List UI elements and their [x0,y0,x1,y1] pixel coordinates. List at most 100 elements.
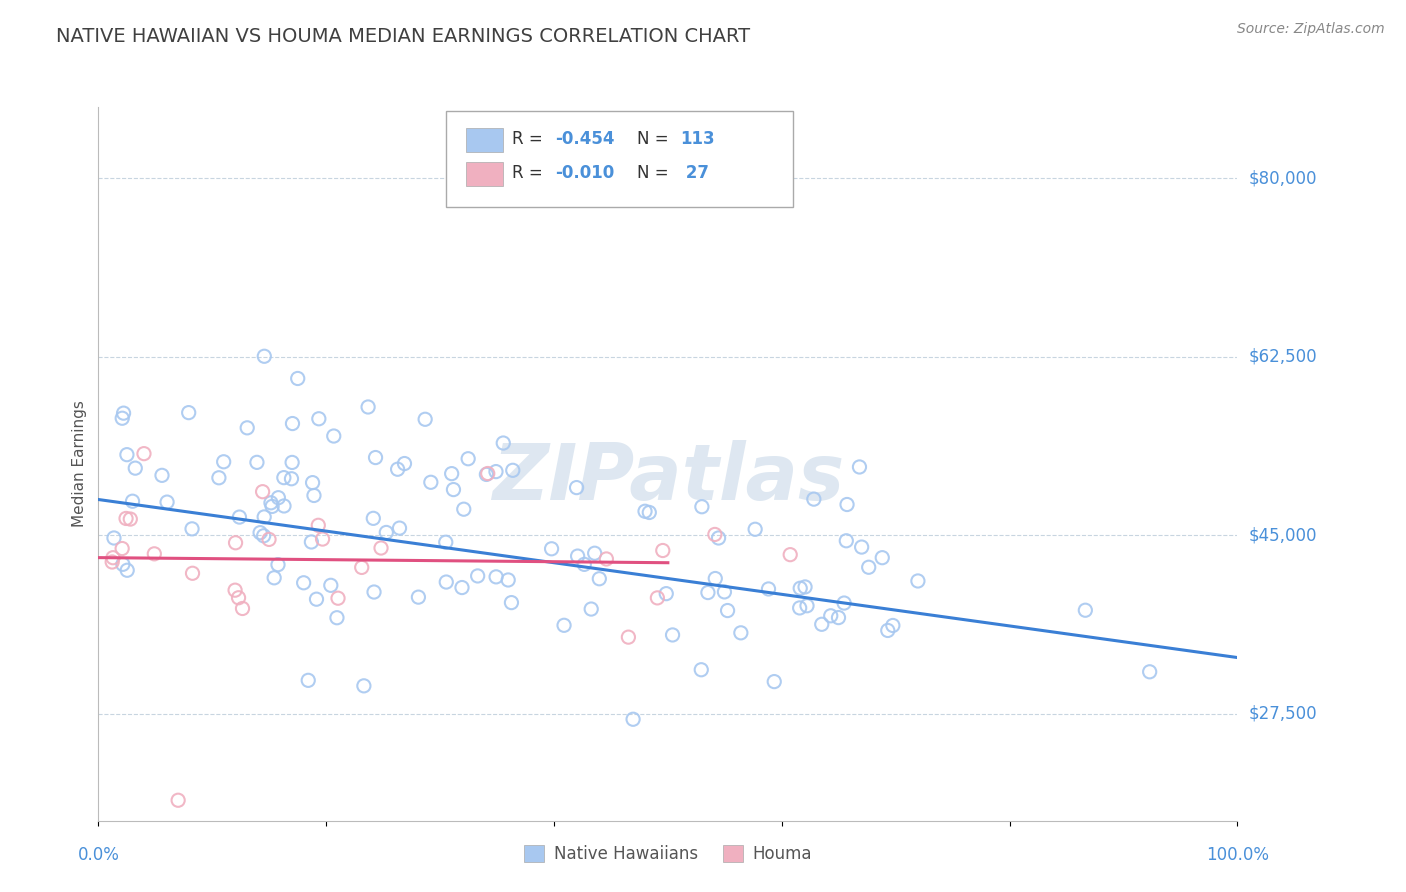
Point [120,512,142,526]
Point [156,495,179,509]
Point [408,590,430,604]
Point [112,406,135,420]
Text: $27,500: $27,500 [1249,705,1317,723]
Point [287,371,309,385]
Point [253,349,276,363]
Point [281,417,304,431]
Point [434,535,457,549]
Point [115,563,138,577]
Point [181,566,204,581]
FancyBboxPatch shape [446,111,793,207]
Point [655,587,678,601]
Point [651,543,673,558]
Point [231,601,253,615]
Point [501,596,523,610]
Point [280,472,302,486]
Text: NATIVE HAWAIIAN VS HOUMA MEDIAN EARNINGS CORRELATION CHART: NATIVE HAWAIIAN VS HOUMA MEDIAN EARNINGS… [56,27,751,45]
Point [121,494,143,508]
Point [835,533,858,548]
Point [143,547,166,561]
Point [553,618,575,632]
Point [477,467,499,481]
Point [882,618,904,632]
Point [661,628,683,642]
Point [292,575,315,590]
Point [419,475,441,490]
Point [502,463,524,477]
Point [457,451,479,466]
Point [763,674,786,689]
Point [451,581,474,595]
Point [299,535,322,549]
Point [253,510,276,524]
Point [485,465,508,479]
Point [124,461,146,475]
Point [308,411,330,425]
FancyBboxPatch shape [467,162,503,186]
Point [357,400,380,414]
Point [638,506,661,520]
Point [851,540,873,554]
Text: R =: R = [512,130,548,148]
Point [273,499,295,513]
Point [364,450,387,465]
Text: R =: R = [512,164,548,182]
Point [440,467,463,481]
Point [690,663,713,677]
Point [794,580,817,594]
Point [101,550,124,565]
Point [167,793,190,807]
Point [789,581,811,595]
Point [540,541,562,556]
Text: -0.454: -0.454 [555,130,614,148]
Text: 113: 113 [681,130,716,148]
Text: Source: ZipAtlas.com: Source: ZipAtlas.com [1237,22,1385,37]
Point [267,491,290,505]
Point [225,535,247,549]
Point [796,599,818,613]
Point [267,558,290,572]
Point [103,531,125,545]
Point [297,673,319,688]
Point [208,471,231,485]
Point [322,429,344,443]
Point [260,496,283,510]
Point [228,510,250,524]
Point [696,585,718,599]
Point [363,585,385,599]
Point [876,624,898,638]
Point [453,502,475,516]
Point [588,572,610,586]
Point [827,610,849,624]
Point [115,511,138,525]
Point [413,412,436,426]
Point [111,411,134,425]
Point [907,574,929,588]
Point [579,602,602,616]
Point [253,529,276,543]
Point [319,578,342,592]
Point [307,518,329,533]
Point [281,455,304,469]
Point [353,679,375,693]
Text: 27: 27 [681,164,710,182]
Point [273,470,295,484]
Legend: Native Hawaiians, Houma: Native Hawaiians, Houma [517,838,818,870]
Point [177,406,200,420]
Point [707,531,730,545]
Point [475,467,498,482]
Point [492,436,515,450]
Point [1139,665,1161,679]
Point [744,522,766,536]
Point [703,527,725,541]
Point [236,421,259,435]
Point [326,611,349,625]
Point [326,591,349,606]
Point [305,592,328,607]
Point [370,541,392,555]
Point [302,488,325,502]
Point [132,447,155,461]
Point [387,462,409,476]
Point [758,582,780,596]
Point [224,583,246,598]
